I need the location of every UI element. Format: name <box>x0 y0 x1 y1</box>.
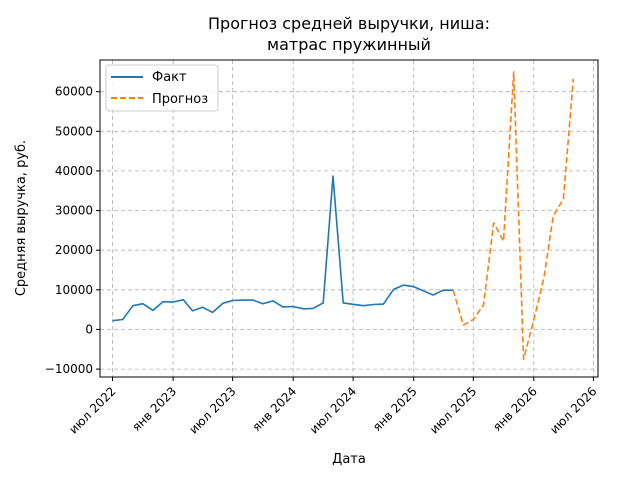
plot-frame <box>99 59 599 378</box>
y-tick-label: 0 <box>85 322 93 336</box>
y-tick-label: −10000 <box>45 362 93 376</box>
legend: Факт Прогноз <box>105 64 219 112</box>
y-tick-label: 50000 <box>55 124 93 138</box>
grid <box>100 60 598 377</box>
y-tick-label: 40000 <box>55 164 93 178</box>
y-tick-label: 30000 <box>55 204 93 218</box>
series-layer <box>112 71 575 361</box>
y-tick-label: 60000 <box>55 85 93 99</box>
y-tick-label: 20000 <box>55 243 93 257</box>
legend-label-forecast: Прогноз <box>152 92 208 107</box>
x-axis-label: Дата <box>332 452 366 467</box>
chart-title: Прогноз средней выручки, ниша: <box>208 14 490 33</box>
series-line-fact <box>112 175 454 322</box>
y-axis-label: Средняя выручка, руб. <box>14 140 29 296</box>
series-line-forecast <box>452 71 575 361</box>
legend-label-fact: Факт <box>152 70 187 85</box>
y-axis: −10000 0 10000 20000 30000 40000 50000 60000 <box>45 85 100 376</box>
y-tick-label: 10000 <box>55 283 93 297</box>
chart-subtitle: матрас пружинный <box>267 35 431 54</box>
